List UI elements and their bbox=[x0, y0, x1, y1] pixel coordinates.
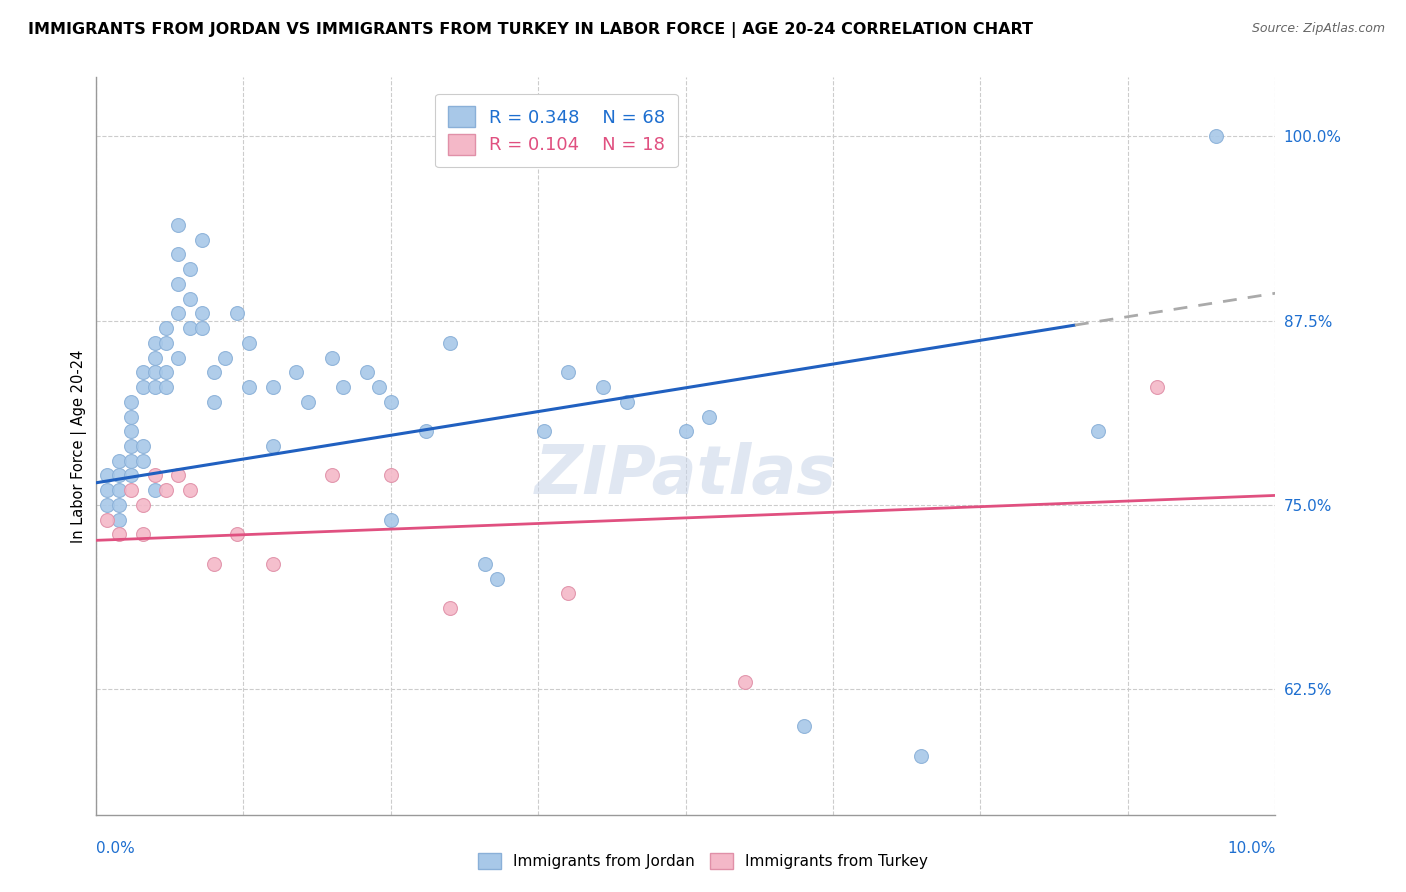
Point bbox=[238, 335, 260, 350]
Text: 0.0%: 0.0% bbox=[96, 841, 135, 856]
Point bbox=[285, 365, 308, 379]
Point bbox=[132, 498, 155, 512]
Point bbox=[1205, 129, 1227, 144]
Point bbox=[108, 468, 131, 483]
Point bbox=[592, 380, 614, 394]
Point bbox=[439, 335, 461, 350]
Point bbox=[226, 527, 249, 541]
Point bbox=[675, 424, 697, 438]
Point bbox=[202, 557, 225, 571]
Point bbox=[167, 277, 190, 291]
Point bbox=[474, 557, 496, 571]
Point bbox=[191, 321, 214, 335]
Point bbox=[179, 483, 201, 498]
Point bbox=[132, 439, 155, 453]
Point bbox=[367, 380, 389, 394]
Legend: R = 0.348    N = 68, R = 0.104    N = 18: R = 0.348 N = 68, R = 0.104 N = 18 bbox=[434, 94, 678, 167]
Text: ZIPatlas: ZIPatlas bbox=[534, 442, 837, 508]
Point bbox=[321, 351, 343, 365]
Point bbox=[167, 247, 190, 261]
Point bbox=[155, 365, 177, 379]
Point bbox=[120, 409, 142, 424]
Point bbox=[1146, 380, 1168, 394]
Text: Source: ZipAtlas.com: Source: ZipAtlas.com bbox=[1251, 22, 1385, 36]
Point bbox=[120, 454, 142, 468]
Point bbox=[108, 513, 131, 527]
Y-axis label: In Labor Force | Age 20-24: In Labor Force | Age 20-24 bbox=[72, 350, 87, 542]
Point bbox=[167, 306, 190, 320]
Point bbox=[262, 557, 284, 571]
Point bbox=[132, 365, 155, 379]
Point bbox=[96, 513, 118, 527]
Point bbox=[297, 394, 319, 409]
Point bbox=[191, 306, 214, 320]
Text: IMMIGRANTS FROM JORDAN VS IMMIGRANTS FROM TURKEY IN LABOR FORCE | AGE 20-24 CORR: IMMIGRANTS FROM JORDAN VS IMMIGRANTS FRO… bbox=[28, 22, 1033, 38]
Point bbox=[226, 306, 249, 320]
Point bbox=[132, 454, 155, 468]
Point bbox=[143, 380, 166, 394]
Point bbox=[179, 262, 201, 277]
Point bbox=[238, 380, 260, 394]
Point bbox=[910, 748, 932, 763]
Point bbox=[557, 365, 579, 379]
Point bbox=[321, 468, 343, 483]
Point bbox=[439, 601, 461, 615]
Point bbox=[120, 424, 142, 438]
Point bbox=[485, 572, 508, 586]
Text: 10.0%: 10.0% bbox=[1227, 841, 1275, 856]
Point bbox=[143, 335, 166, 350]
Point bbox=[262, 439, 284, 453]
Point bbox=[96, 468, 118, 483]
Point bbox=[202, 394, 225, 409]
Point bbox=[108, 454, 131, 468]
Point bbox=[120, 483, 142, 498]
Point bbox=[1087, 424, 1109, 438]
Point bbox=[155, 483, 177, 498]
Point bbox=[120, 468, 142, 483]
Point bbox=[557, 586, 579, 600]
Point bbox=[143, 483, 166, 498]
Point bbox=[380, 513, 402, 527]
Point bbox=[108, 498, 131, 512]
Point bbox=[202, 365, 225, 379]
Point bbox=[155, 335, 177, 350]
Point bbox=[132, 380, 155, 394]
Point bbox=[380, 468, 402, 483]
Point bbox=[143, 365, 166, 379]
Point bbox=[143, 468, 166, 483]
Point bbox=[155, 321, 177, 335]
Point bbox=[380, 394, 402, 409]
Legend: Immigrants from Jordan, Immigrants from Turkey: Immigrants from Jordan, Immigrants from … bbox=[472, 847, 934, 875]
Point bbox=[415, 424, 437, 438]
Point bbox=[332, 380, 354, 394]
Point bbox=[143, 351, 166, 365]
Point bbox=[108, 527, 131, 541]
Point bbox=[533, 424, 555, 438]
Point bbox=[697, 409, 720, 424]
Point bbox=[179, 321, 201, 335]
Point bbox=[108, 483, 131, 498]
Point bbox=[155, 380, 177, 394]
Point bbox=[167, 468, 190, 483]
Point bbox=[262, 380, 284, 394]
Point bbox=[734, 674, 756, 689]
Point bbox=[167, 351, 190, 365]
Point bbox=[120, 439, 142, 453]
Point bbox=[214, 351, 236, 365]
Point bbox=[179, 292, 201, 306]
Point bbox=[96, 498, 118, 512]
Point bbox=[132, 527, 155, 541]
Point bbox=[356, 365, 378, 379]
Point bbox=[616, 394, 638, 409]
Point bbox=[167, 218, 190, 232]
Point bbox=[120, 394, 142, 409]
Point bbox=[792, 719, 814, 733]
Point bbox=[96, 483, 118, 498]
Point bbox=[191, 233, 214, 247]
